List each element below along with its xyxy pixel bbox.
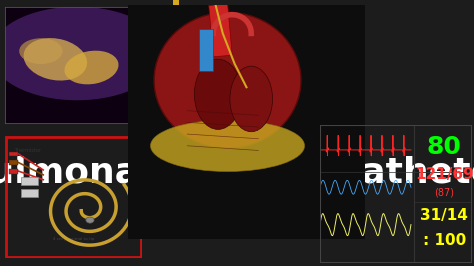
Bar bbox=[9, 160, 18, 165]
Bar bbox=[21, 177, 38, 185]
Text: 121/69: 121/69 bbox=[415, 167, 474, 181]
Ellipse shape bbox=[64, 51, 118, 84]
Ellipse shape bbox=[230, 66, 273, 132]
Ellipse shape bbox=[194, 59, 242, 129]
Bar bbox=[165, 70, 187, 90]
Bar bbox=[9, 152, 18, 156]
Ellipse shape bbox=[86, 217, 94, 223]
Bar bbox=[173, 0, 179, 128]
Ellipse shape bbox=[154, 12, 301, 148]
Text: 31/14: 31/14 bbox=[420, 208, 468, 223]
Ellipse shape bbox=[0, 7, 164, 100]
Bar bbox=[21, 189, 38, 197]
Bar bbox=[199, 29, 213, 71]
Ellipse shape bbox=[19, 38, 63, 64]
Ellipse shape bbox=[24, 38, 87, 81]
Text: PA pressure: PA pressure bbox=[246, 62, 292, 71]
Bar bbox=[9, 169, 18, 174]
Text: 80: 80 bbox=[427, 135, 462, 159]
Ellipse shape bbox=[150, 120, 304, 172]
Text: Pulmonary Artery Catheter: Pulmonary Artery Catheter bbox=[0, 156, 474, 190]
Text: Thermistor: Thermistor bbox=[14, 148, 41, 153]
Bar bbox=[209, 4, 232, 57]
Text: 4 cm proximal to tip: 4 cm proximal to tip bbox=[53, 237, 94, 241]
Text: (87): (87) bbox=[434, 187, 454, 197]
Text: : 100: : 100 bbox=[423, 233, 466, 248]
